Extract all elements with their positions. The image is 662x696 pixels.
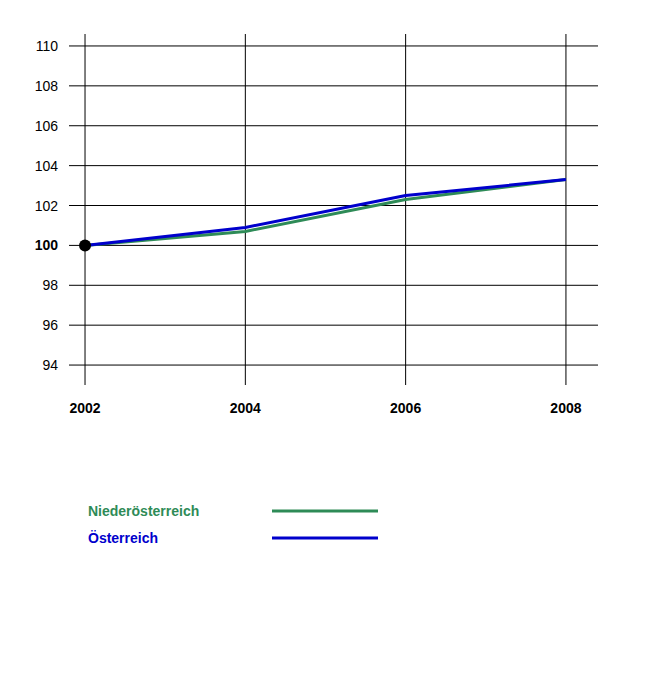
legend-label: Österreich <box>88 530 158 546</box>
x-tick-label: 2006 <box>390 400 421 416</box>
x-tick-label: 2002 <box>69 400 100 416</box>
y-tick-label: 96 <box>42 317 58 333</box>
y-grid-line <box>69 45 598 46</box>
y-grid-line <box>69 125 598 126</box>
y-tick-label: 100 <box>35 237 59 253</box>
legend-label: Niederösterreich <box>88 503 199 519</box>
y-tick-label: 106 <box>35 118 59 134</box>
y-tick-label: 98 <box>42 277 58 293</box>
x-grid-line <box>405 34 406 385</box>
y-grid-line <box>69 325 598 326</box>
y-grid-line <box>69 205 598 206</box>
y-tick-label: 102 <box>35 198 59 214</box>
y-grid-line <box>69 365 598 366</box>
x-grid-line <box>245 34 246 385</box>
y-grid-line <box>69 85 598 86</box>
y-grid-line <box>69 245 598 246</box>
grid <box>69 34 598 385</box>
y-tick-label: 108 <box>35 78 59 94</box>
x-tick-label: 2008 <box>550 400 581 416</box>
chart: 94 96 98 100 102 104 106 108 110 2002 2004 2006 2008… <box>0 0 662 696</box>
series-line <box>85 180 566 246</box>
y-grid-line <box>69 285 598 286</box>
plot-area <box>79 180 566 252</box>
y-grid-line <box>69 165 598 166</box>
x-grid-line <box>85 34 86 385</box>
series-line <box>85 180 566 246</box>
y-tick-label: 110 <box>36 38 59 54</box>
legend-swatch <box>272 537 378 540</box>
y-tick-label: 94 <box>42 357 58 373</box>
x-tick-label: 2004 <box>230 400 261 416</box>
x-grid-line <box>565 34 566 385</box>
base-point <box>79 239 91 251</box>
y-tick-label: 104 <box>35 158 59 174</box>
legend-swatch <box>272 510 378 513</box>
